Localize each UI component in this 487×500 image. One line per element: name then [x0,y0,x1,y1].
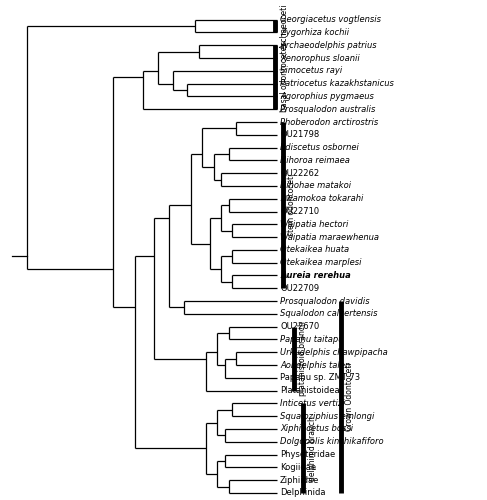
Text: Xenorophus sloanii: Xenorophus sloanii [280,54,360,62]
Text: Waipatia maraewhenua: Waipatia maraewhenua [280,232,379,241]
Text: Zygorhiza kochii: Zygorhiza kochii [280,28,349,37]
Text: Awamokoa tokarahi: Awamokoa tokarahi [280,194,363,203]
Text: Aureia rerehua: Aureia rerehua [280,271,351,280]
Text: Kogiidae: Kogiidae [280,463,316,472]
Text: Squaloziphius emlongi: Squaloziphius emlongi [280,412,375,420]
Text: Archaeodelphis patrius: Archaeodelphis patrius [280,41,377,50]
Text: Archaeoceti: Archaeoceti [280,4,289,49]
Text: OU22710: OU22710 [280,207,319,216]
Text: Physeteridae: Physeteridae [280,450,336,459]
Text: Otekaikea huata: Otekaikea huata [280,246,349,254]
Text: Crown Odontoceti: Crown Odontoceti [345,362,354,432]
Text: OU21798: OU21798 [280,130,319,140]
Text: Inticetus vertizi: Inticetus vertizi [280,399,345,408]
Text: Ediscetus osbornei: Ediscetus osbornei [280,143,359,152]
Text: Ziphiidae: Ziphiidae [280,476,319,484]
Text: basal odontocetes: basal odontocetes [280,42,289,112]
Text: Papahu sp. ZMT 73: Papahu sp. ZMT 73 [280,374,360,382]
Text: Delphinida: Delphinida [280,488,326,498]
Text: OU22670: OU22670 [280,322,319,331]
Text: Nihohae matakoi: Nihohae matakoi [280,182,351,190]
Text: Phoberodon arctirostris: Phoberodon arctirostris [280,118,378,126]
Text: Dolgopolis kinchikafiforo: Dolgopolis kinchikafiforo [280,438,384,446]
Text: Otekaikea marplesi: Otekaikea marplesi [280,258,362,267]
Text: Xiphiacetus bossi: Xiphiacetus bossi [280,424,353,434]
Text: Agorophius pygmaeus: Agorophius pygmaeus [280,92,374,101]
Text: Platanistoidea: Platanistoidea [280,386,340,395]
Text: stem odontoceti: stem odontoceti [287,174,296,236]
Text: Prosqualodon australis: Prosqualodon australis [280,104,375,114]
Text: delphinid branch: delphinid branch [308,416,317,480]
Text: Nihoroa reimaea: Nihoroa reimaea [280,156,350,165]
Text: Georgiacetus vogtlensis: Georgiacetus vogtlensis [280,15,381,24]
Text: Aondelphis talen: Aondelphis talen [280,360,350,370]
Text: Waipatia hectori: Waipatia hectori [280,220,349,229]
Text: OU22709: OU22709 [280,284,319,293]
Text: Squalodon calvertensis: Squalodon calvertensis [280,310,377,318]
Text: Simocetus rayi: Simocetus rayi [280,66,342,76]
Text: Papahu taitapu: Papahu taitapu [280,335,344,344]
Text: OU22262: OU22262 [280,168,319,177]
Text: platanistoid branch: platanistoid branch [299,321,307,396]
Text: Prosqualodon davidis: Prosqualodon davidis [280,296,370,306]
Text: Urkudelphis chawpipacha: Urkudelphis chawpipacha [280,348,388,356]
Text: Patriocetus kazakhstanicus: Patriocetus kazakhstanicus [280,79,394,88]
